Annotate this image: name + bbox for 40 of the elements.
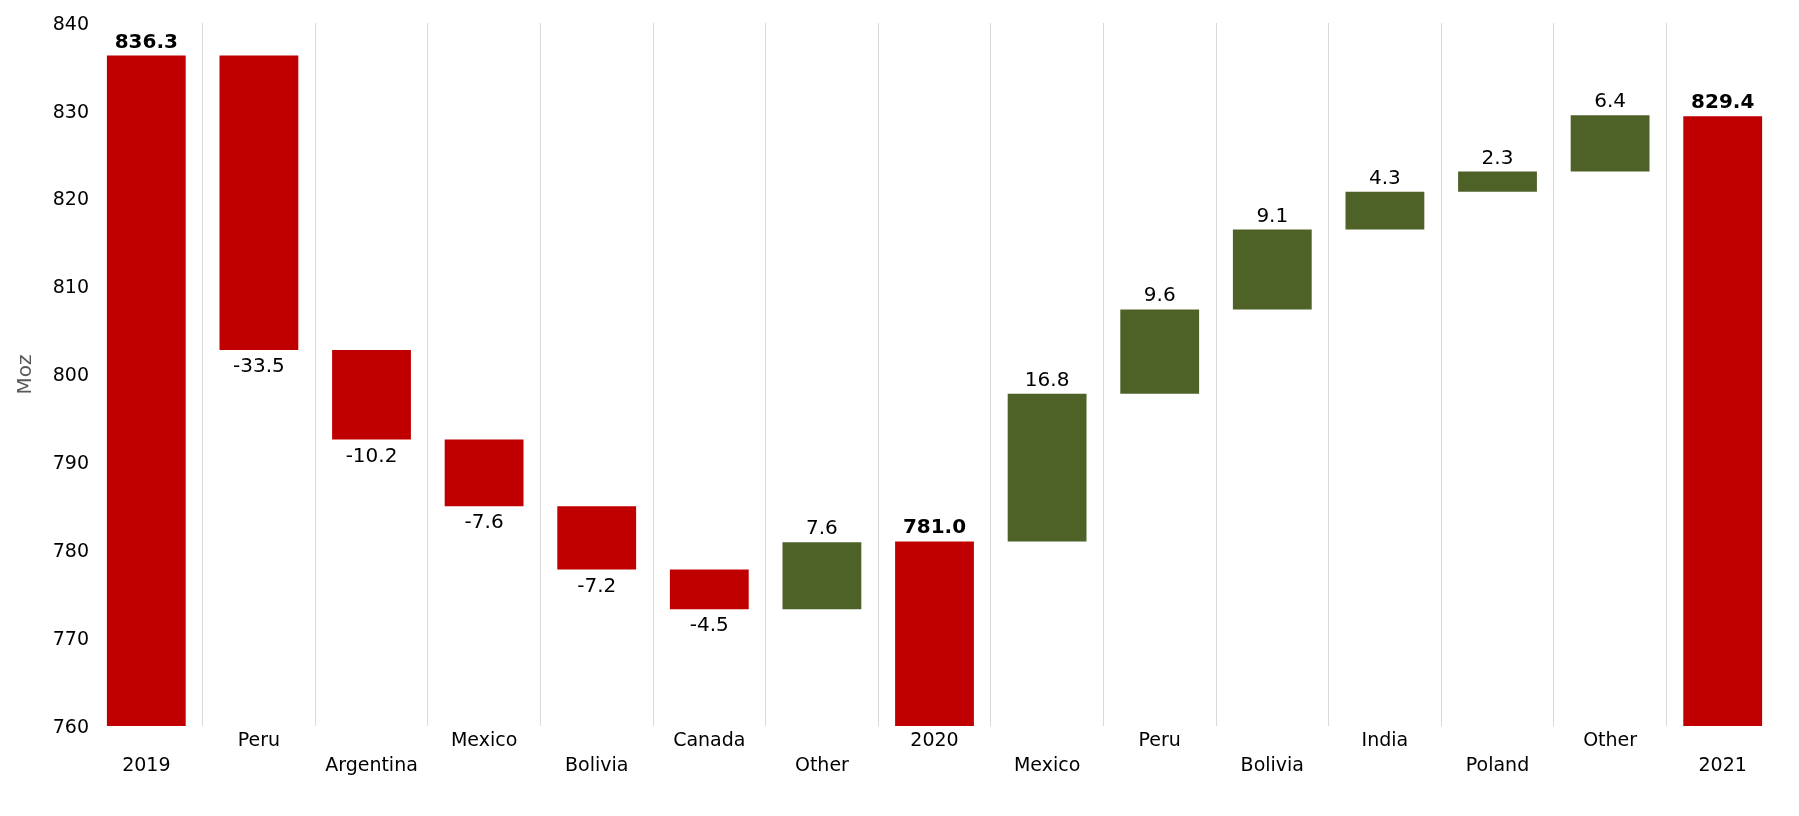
y-tick-label: 810 xyxy=(52,275,89,298)
x-tick-label: 2020 xyxy=(910,728,959,750)
data-label: -4.5 xyxy=(689,612,729,637)
data-label: 9.6 xyxy=(1143,282,1176,307)
x-tick-label: Bolivia xyxy=(1240,752,1304,775)
x-tick-label: 2021 xyxy=(1698,752,1747,775)
x-tick-label: Bolivia xyxy=(565,752,629,775)
y-tick-label: 800 xyxy=(52,363,89,386)
data-label: 6.4 xyxy=(1594,88,1627,113)
y-tick-label: 780 xyxy=(52,538,89,561)
x-tick-label: Other xyxy=(794,752,850,775)
y-tick-label: 760 xyxy=(52,714,89,737)
data-label: 7.6 xyxy=(805,515,838,540)
x-tick-label: 2019 xyxy=(122,752,171,775)
y-tick-label: 770 xyxy=(52,626,89,649)
y-tick-label: 790 xyxy=(52,451,89,474)
x-tick-label: Argentina xyxy=(325,752,418,775)
y-tick-label: 840 xyxy=(52,11,89,34)
y-axis-title: Moz xyxy=(12,354,37,395)
data-label: 836.3 xyxy=(114,28,178,53)
x-tick-label: Peru xyxy=(237,728,281,750)
x-tick-label: Peru xyxy=(1138,728,1181,750)
x-tick-label: Other xyxy=(1583,728,1638,750)
data-label: 2.3 xyxy=(1481,144,1514,169)
data-label: -7.6 xyxy=(464,509,504,534)
x-tick-label: India xyxy=(1361,728,1409,750)
x-tick-label: Poland xyxy=(1465,752,1530,775)
data-label: 4.3 xyxy=(1368,164,1401,189)
y-tick-label: 820 xyxy=(52,187,89,210)
data-label: -33.5 xyxy=(233,352,285,377)
data-label: 16.8 xyxy=(1024,366,1070,391)
data-label: 9.1 xyxy=(1256,202,1289,227)
x-tick-label: Mexico xyxy=(1013,752,1081,775)
data-label: -10.2 xyxy=(345,442,398,467)
y-tick-label: 830 xyxy=(52,99,89,122)
data-label: -7.2 xyxy=(577,572,617,597)
data-label: 829.4 xyxy=(1691,89,1755,114)
data-label: 781.0 xyxy=(902,514,967,539)
x-tick-label: Mexico xyxy=(450,728,518,750)
x-tick-label: Canada xyxy=(673,728,746,750)
